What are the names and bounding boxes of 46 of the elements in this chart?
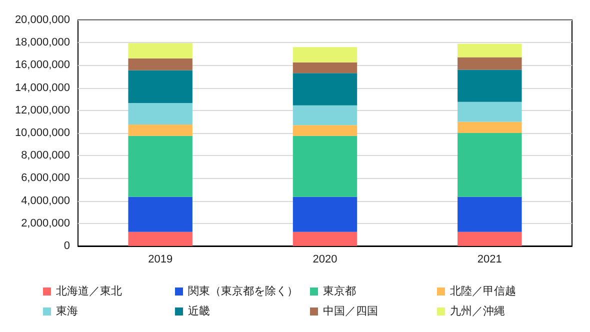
legend-label: 近畿	[188, 304, 210, 318]
bar	[292, 196, 358, 232]
bar	[128, 124, 192, 136]
y-tick-label: 4,000,000	[21, 194, 70, 207]
bar	[458, 102, 522, 122]
y-tick-label: 16,000,000	[14, 59, 70, 72]
bar	[458, 57, 522, 70]
bar	[128, 43, 192, 58]
bar	[292, 232, 358, 246]
y-tick-label: 8,000,000	[21, 150, 70, 162]
bar	[458, 133, 522, 197]
bar	[458, 44, 522, 58]
y-tick-label: 12,000,000	[14, 104, 70, 116]
bar	[458, 70, 522, 102]
y-tick-label: 20,000,000	[14, 14, 70, 26]
y-tick-label: 18,000,000	[14, 36, 70, 49]
legend-label: 北陸／甲信越	[450, 284, 516, 298]
y-tick-label: 14,000,000	[14, 82, 70, 94]
bar	[458, 232, 522, 246]
bar	[292, 47, 358, 62]
legend-label: 関東（東京都を除く）	[188, 284, 298, 298]
x-tick-label: 2021	[477, 254, 502, 266]
y-tick-label: 6,000,000	[21, 172, 70, 184]
bar	[292, 125, 358, 136]
bar	[128, 136, 192, 197]
bar	[128, 196, 192, 232]
y-tick-label: 0	[64, 240, 70, 252]
bar	[458, 122, 522, 133]
bar	[292, 105, 358, 126]
legend-label: 中国／四国	[323, 304, 378, 318]
bar	[128, 232, 192, 246]
legend-label: 九州／沖縄	[450, 304, 505, 318]
y-tick-label: 2,000,000	[21, 217, 70, 230]
bar	[458, 196, 522, 232]
bar	[128, 103, 192, 125]
bar	[292, 62, 358, 74]
y-tick-label: 10,000,000	[14, 127, 70, 139]
x-tick-label: 2020	[312, 254, 338, 266]
legend-label: 東海	[56, 304, 78, 318]
legend-label: 北海道／東北	[56, 284, 122, 298]
bar	[128, 58, 192, 70]
bar	[128, 70, 192, 104]
x-tick-label: 2019	[148, 254, 173, 266]
legend-label: 東京都	[323, 284, 356, 298]
bar	[292, 136, 358, 197]
bar	[292, 73, 358, 106]
